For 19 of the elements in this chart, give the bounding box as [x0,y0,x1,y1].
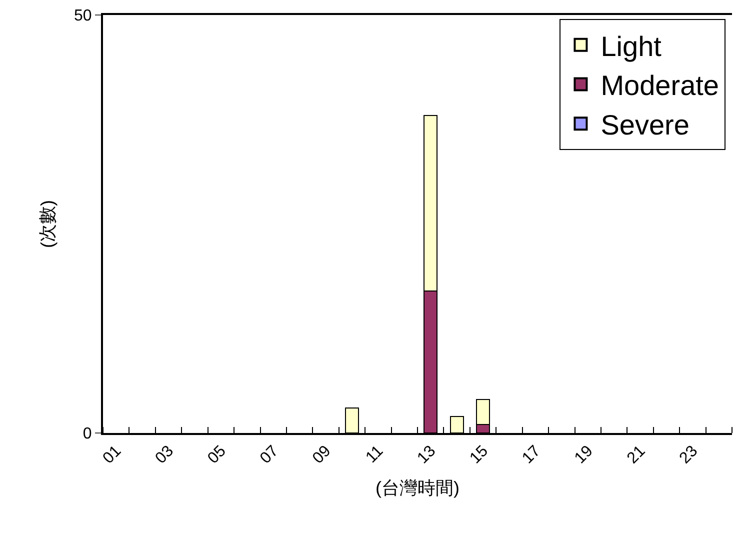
x-tick-label: 11 [362,442,387,466]
x-tick-label: 07 [257,442,282,468]
x-axis-title: (台灣時間) [376,478,460,498]
x-tick-label: 17 [519,442,544,468]
x-tick-label: 13 [414,442,440,468]
x-tick-label: 09 [310,442,334,468]
y-axis-title: (次數) [38,200,58,248]
x-tick-label: 03 [152,442,178,468]
x-tick-label: 21 [624,442,649,468]
x-tick-label: 05 [204,442,230,468]
x-tick-label: 23 [676,442,702,468]
x-tick-label: 01 [100,442,125,468]
legend-label: Severe [600,110,690,141]
x-tick-label: 15 [466,442,492,468]
x-tick-label: 19 [572,442,596,468]
legend-label: Light [600,30,662,62]
legend-label: Moderate [600,70,720,102]
y-tick-label: 50 [74,8,92,25]
y-tick-label: 0 [82,426,92,443]
